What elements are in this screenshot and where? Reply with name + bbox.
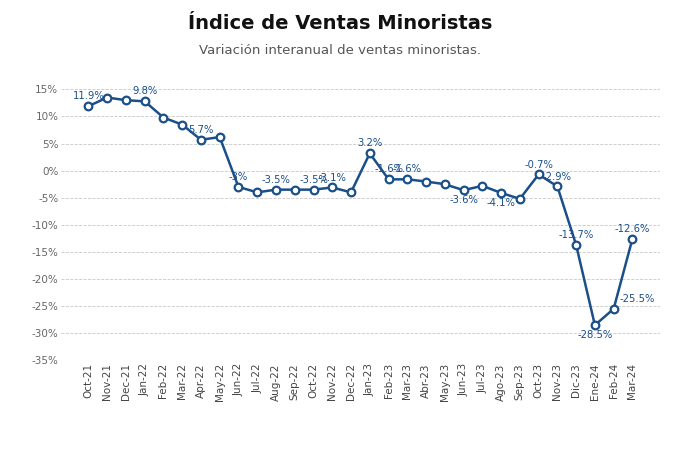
Text: -2.9%: -2.9% <box>543 171 572 182</box>
Text: -3.1%: -3.1% <box>318 173 347 182</box>
Text: -3.5%: -3.5% <box>262 175 290 185</box>
Text: -0.7%: -0.7% <box>524 159 553 170</box>
Text: -25.5%: -25.5% <box>619 294 655 304</box>
Text: -1.6%: -1.6% <box>393 164 422 175</box>
Text: 9.8%: 9.8% <box>132 86 157 97</box>
Text: -13.7%: -13.7% <box>558 230 594 240</box>
Text: -3.6%: -3.6% <box>449 195 478 205</box>
Text: 5.7%: 5.7% <box>188 125 214 135</box>
Text: Variación interanual de ventas minoristas.: Variación interanual de ventas minorista… <box>199 44 481 57</box>
Text: Índice de Ventas Minoristas: Índice de Ventas Minoristas <box>188 14 492 33</box>
Text: -28.5%: -28.5% <box>577 330 613 340</box>
Text: -3.5%: -3.5% <box>299 175 328 185</box>
Text: -12.6%: -12.6% <box>615 224 650 234</box>
Text: -3%: -3% <box>229 172 248 182</box>
Text: 11.9%: 11.9% <box>73 91 104 101</box>
Text: -1.6%: -1.6% <box>374 164 403 175</box>
Text: -4.1%: -4.1% <box>487 198 515 208</box>
Text: 3.2%: 3.2% <box>357 139 382 148</box>
